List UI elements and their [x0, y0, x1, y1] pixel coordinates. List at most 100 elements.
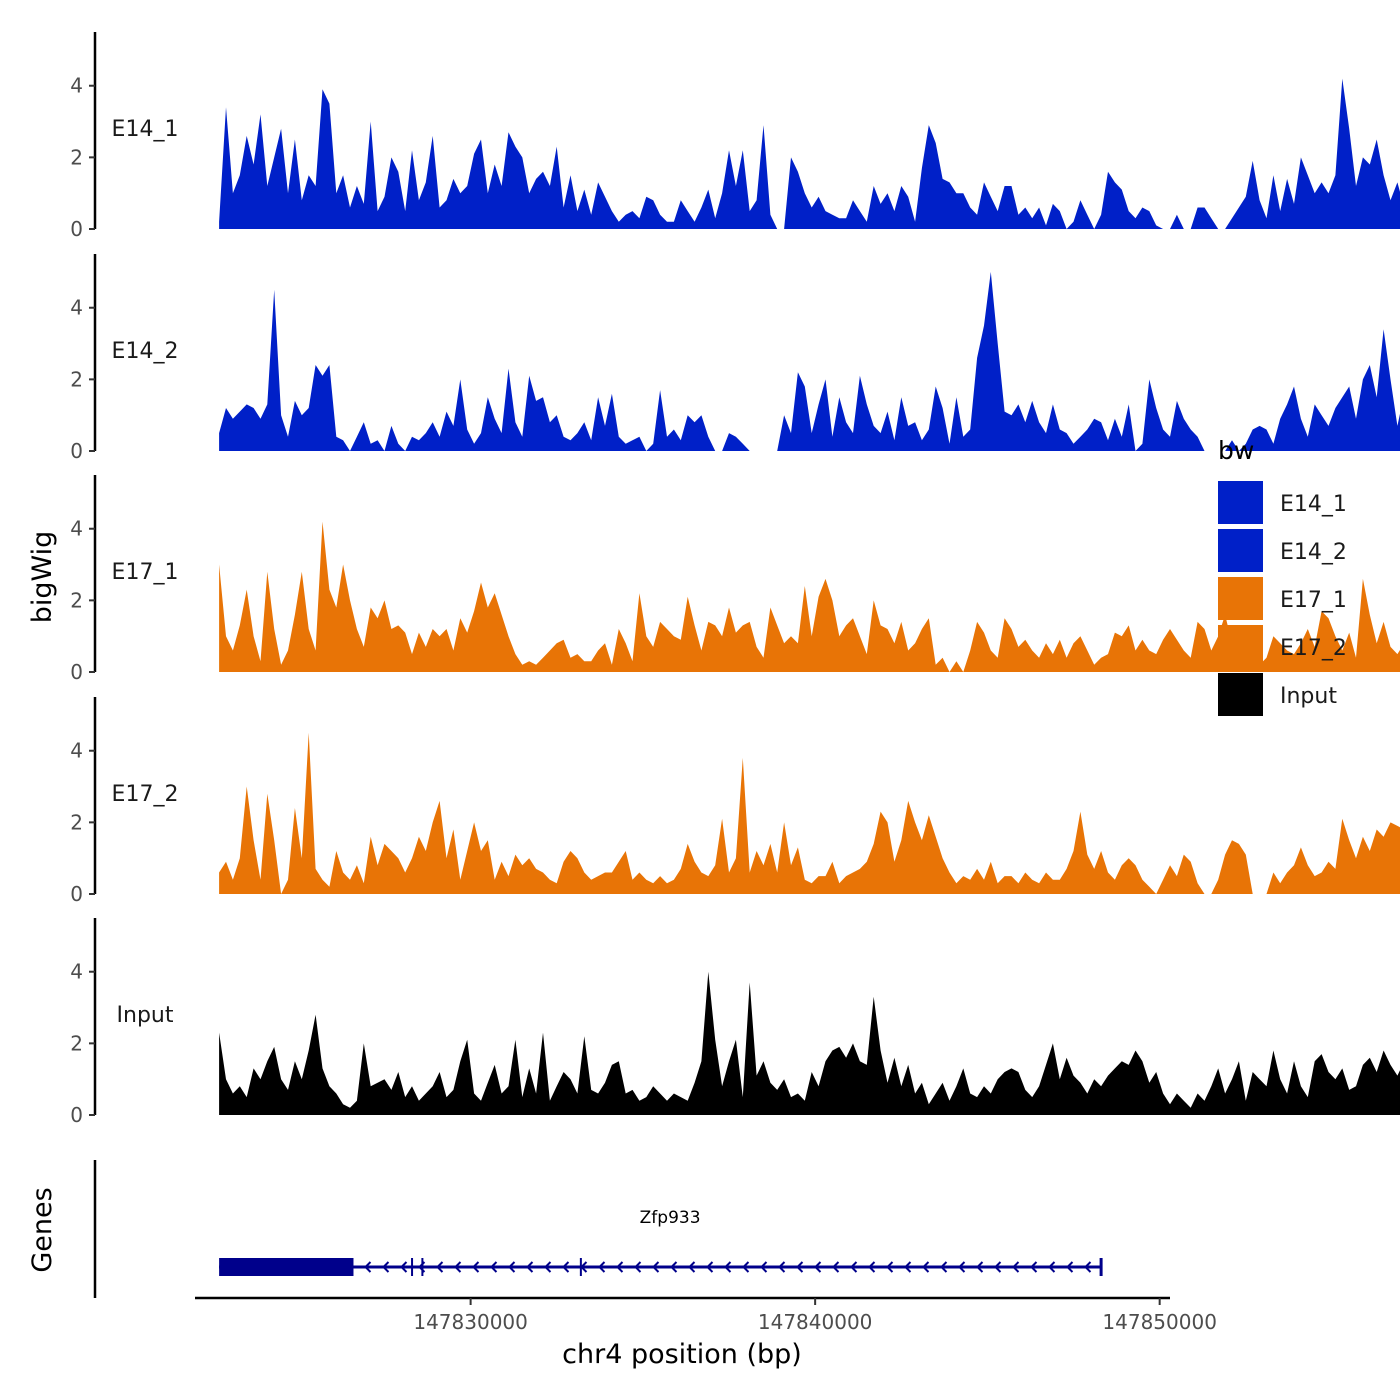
track-label: E14_2: [112, 339, 179, 364]
y-tick-label: 0: [70, 439, 83, 463]
legend-item-e14-2: E14_2: [1218, 529, 1347, 572]
track-label: E14_1: [112, 117, 179, 142]
coverage-area-input: [219, 971, 1400, 1115]
legend-swatch: [1218, 481, 1263, 524]
coverage-area-e17-1: [219, 521, 1400, 672]
strand-arrow: [1066, 1261, 1074, 1273]
strand-arrow: [382, 1261, 390, 1273]
strand-arrow: [760, 1261, 768, 1273]
x-tick-label: 147850000: [1102, 1310, 1217, 1334]
y-tick-label: 2: [70, 588, 83, 612]
x-tick-label: 147830000: [413, 1310, 528, 1334]
y-tick-label: 4: [70, 739, 83, 763]
genes-panel: Zfp933: [93, 1160, 1103, 1298]
strand-arrow: [742, 1261, 750, 1273]
strand-arrow: [904, 1261, 912, 1273]
strand-arrow: [526, 1261, 534, 1273]
track-e14-1: 0 2 4 E14_1: [70, 32, 1400, 241]
legend-item-input: Input: [1218, 673, 1337, 716]
legend: bw E14_1 E14_2 E17_1 E17_2 Input: [1218, 436, 1347, 716]
strand-arrow: [868, 1261, 876, 1273]
legend-swatch: [1218, 529, 1263, 572]
strand-arrow: [796, 1261, 804, 1273]
track-label: E17_1: [112, 560, 179, 585]
coverage-area-e17-2: [219, 732, 1400, 894]
y-tick-label: 0: [70, 1103, 83, 1127]
strand-arrow: [436, 1261, 444, 1273]
strand-arrow: [778, 1261, 786, 1273]
track-label: Input: [117, 1003, 174, 1028]
track-input: 0 2 4 Input: [70, 918, 1400, 1127]
strand-arrow: [940, 1261, 948, 1273]
track-e14-2: 0 2 4 E14_2: [70, 254, 1400, 463]
legend-label: E14_2: [1280, 540, 1347, 565]
strand-arrow: [598, 1261, 606, 1273]
x-axis-title: chr4 position (bp): [562, 1339, 802, 1370]
strand-arrow: [472, 1261, 480, 1273]
strand-arrow: [454, 1261, 462, 1273]
legend-swatch: [1218, 577, 1263, 620]
strand-arrow: [922, 1261, 930, 1273]
strand-arrow: [886, 1261, 894, 1273]
y-tick-label: 4: [70, 296, 83, 320]
legend-item-e17-1: E17_1: [1218, 577, 1347, 620]
coverage-area-e14-2: [219, 271, 1400, 451]
y-tick-label: 0: [70, 660, 83, 684]
strand-arrow: [832, 1261, 840, 1273]
y-tick-label: 0: [70, 882, 83, 906]
y-tick-label: 0: [70, 217, 83, 241]
strand-arrow: [1030, 1261, 1038, 1273]
gene-name-label: Zfp933: [640, 1208, 701, 1228]
strand-arrow: [670, 1261, 678, 1273]
strand-arrow: [688, 1261, 696, 1273]
x-axis: 147830000 147840000 147850000: [195, 1296, 1217, 1334]
legend-label: E17_2: [1280, 636, 1347, 661]
gene-exon-block: [219, 1258, 354, 1276]
y-tick-label: 4: [70, 960, 83, 984]
strand-arrow: [814, 1261, 822, 1273]
track-e17-2: 0 2 4 E17_2: [70, 697, 1400, 906]
strand-arrow: [976, 1261, 984, 1273]
strand-arrow: [580, 1261, 588, 1273]
strand-arrow: [850, 1261, 858, 1273]
y-tick-label: 2: [70, 367, 83, 391]
coverage-tracks: 0 2 4 E14_1 0 2 4 E14_2 0 2 4 E17_1 0 2 4 E17_2 0 2 4 Input: [70, 32, 1400, 1127]
strand-arrow: [418, 1261, 426, 1273]
strand-arrow: [706, 1261, 714, 1273]
strand-arrow: [634, 1261, 642, 1273]
x-tick-label: 147840000: [758, 1310, 873, 1334]
legend-title: bw: [1218, 436, 1254, 465]
track-e17-1: 0 2 4 E17_1: [70, 475, 1400, 684]
strand-arrow: [544, 1261, 552, 1273]
legend-label: Input: [1280, 684, 1337, 709]
legend-swatch: [1218, 625, 1263, 668]
legend-item-e14-1: E14_1: [1218, 481, 1347, 524]
gene-zfp933: Zfp933: [219, 1208, 1103, 1276]
strand-arrow: [508, 1261, 516, 1273]
legend-swatch: [1218, 673, 1263, 716]
strand-arrow: [364, 1261, 372, 1273]
coverage-area-e14-1: [219, 78, 1400, 229]
legend-label: E14_1: [1280, 492, 1347, 517]
strand-arrow: [724, 1261, 732, 1273]
legend-item-e17-2: E17_2: [1218, 625, 1347, 668]
y-axis-title: bigWig: [27, 531, 58, 624]
strand-arrow: [994, 1261, 1002, 1273]
y-tick-label: 4: [70, 74, 83, 98]
y-tick-label: 4: [70, 517, 83, 541]
legend-label: E17_1: [1280, 588, 1347, 613]
strand-arrow: [616, 1261, 624, 1273]
strand-arrow: [652, 1261, 660, 1273]
strand-arrow: [1084, 1261, 1092, 1273]
y-tick-label: 2: [70, 145, 83, 169]
y-tick-label: 2: [70, 810, 83, 834]
track-label: E17_2: [112, 782, 179, 807]
strand-arrow: [400, 1261, 408, 1273]
strand-arrow: [1048, 1261, 1056, 1273]
strand-arrow: [490, 1261, 498, 1273]
strand-arrow: [1012, 1261, 1020, 1273]
strand-arrow: [562, 1261, 570, 1273]
genes-axis-title: Genes: [27, 1187, 58, 1272]
strand-arrow: [958, 1261, 966, 1273]
